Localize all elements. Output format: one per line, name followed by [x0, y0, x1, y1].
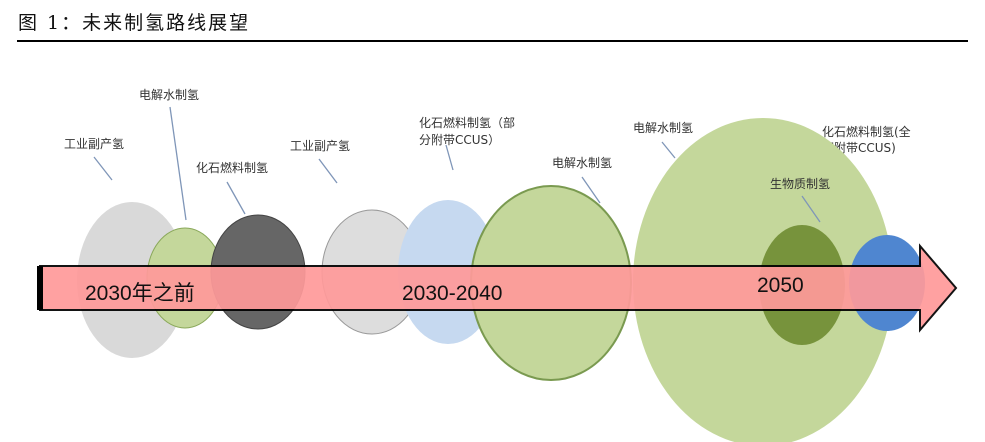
- label-p2-fossil-line1: 化石燃料制氢（部: [419, 115, 515, 130]
- label-p3-fossil-line1: 化石燃料制氢(全: [822, 124, 911, 139]
- period-label-1: 2030年之前: [85, 282, 195, 305]
- timeline-arrow: [39, 243, 958, 333]
- label-p3-biomass: 生物质制氢: [770, 176, 830, 191]
- label-p1-fossil: 化石燃料制氢: [196, 160, 268, 175]
- title-divider: [17, 40, 968, 42]
- label-p1-industrial: 工业副产氢: [64, 136, 124, 151]
- label-p3-electrolysis: 电解水制氢: [633, 120, 693, 135]
- figure-title: 图 1：未来制氢路线展望: [18, 12, 251, 34]
- leader-lines: [93, 106, 821, 223]
- period-label-2: 2030-2040: [402, 282, 502, 305]
- label-p1-electrolysis: 电解水制氢: [139, 87, 199, 102]
- label-p2-electrolysis: 电解水制氢: [552, 155, 612, 170]
- label-p2-fossil-line2: 分附带CCUS）: [419, 133, 500, 147]
- period-label-3: 2050: [757, 274, 804, 297]
- timeline-start-bar: [37, 266, 43, 310]
- label-p2-industrial: 工业副产氢: [290, 138, 350, 153]
